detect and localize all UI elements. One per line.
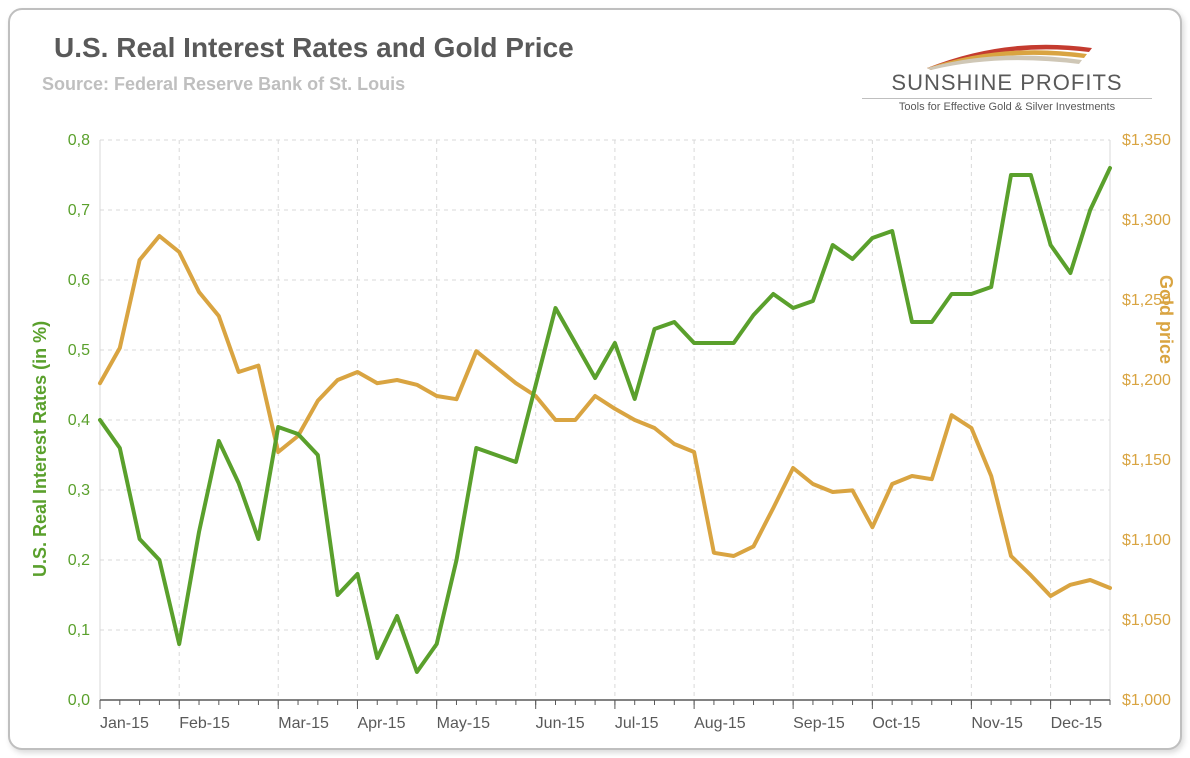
svg-text:Jul-15: Jul-15: [615, 715, 659, 732]
svg-text:Mar-15: Mar-15: [278, 715, 329, 732]
chart-plot: 0,0 0,1 0,2 0,3 0,4 0,5 0,6 0,7 0,8 $1,000 $1,050 $…: [10, 10, 1184, 752]
svg-text:Jan-15: Jan-15: [100, 715, 149, 732]
svg-text:$1,000: $1,000: [1122, 692, 1171, 709]
svg-text:0,4: 0,4: [68, 412, 90, 429]
svg-text:Dec-15: Dec-15: [1051, 715, 1103, 732]
svg-text:$1,200: $1,200: [1122, 372, 1171, 389]
svg-text:Feb-15: Feb-15: [179, 715, 230, 732]
svg-text:$1,350: $1,350: [1122, 132, 1171, 149]
svg-text:Apr-15: Apr-15: [357, 715, 405, 732]
svg-text:0,8: 0,8: [68, 132, 90, 149]
svg-text:$1,100: $1,100: [1122, 532, 1171, 549]
svg-text:May-15: May-15: [437, 715, 490, 732]
svg-text:0,2: 0,2: [68, 552, 90, 569]
svg-text:0,0: 0,0: [68, 692, 90, 709]
svg-text:0,7: 0,7: [68, 202, 90, 219]
svg-text:Nov-15: Nov-15: [971, 715, 1023, 732]
svg-text:Jun-15: Jun-15: [536, 715, 585, 732]
svg-text:Oct-15: Oct-15: [872, 715, 920, 732]
svg-text:Sep-15: Sep-15: [793, 715, 845, 732]
svg-text:$1,050: $1,050: [1122, 612, 1171, 629]
svg-text:$1,250: $1,250: [1122, 292, 1171, 309]
svg-text:0,3: 0,3: [68, 482, 90, 499]
svg-text:Aug-15: Aug-15: [694, 715, 746, 732]
svg-text:$1,300: $1,300: [1122, 212, 1171, 229]
svg-text:0,5: 0,5: [68, 342, 90, 359]
svg-text:0,1: 0,1: [68, 622, 90, 639]
svg-text:$1,150: $1,150: [1122, 452, 1171, 469]
svg-text:0,6: 0,6: [68, 272, 90, 289]
